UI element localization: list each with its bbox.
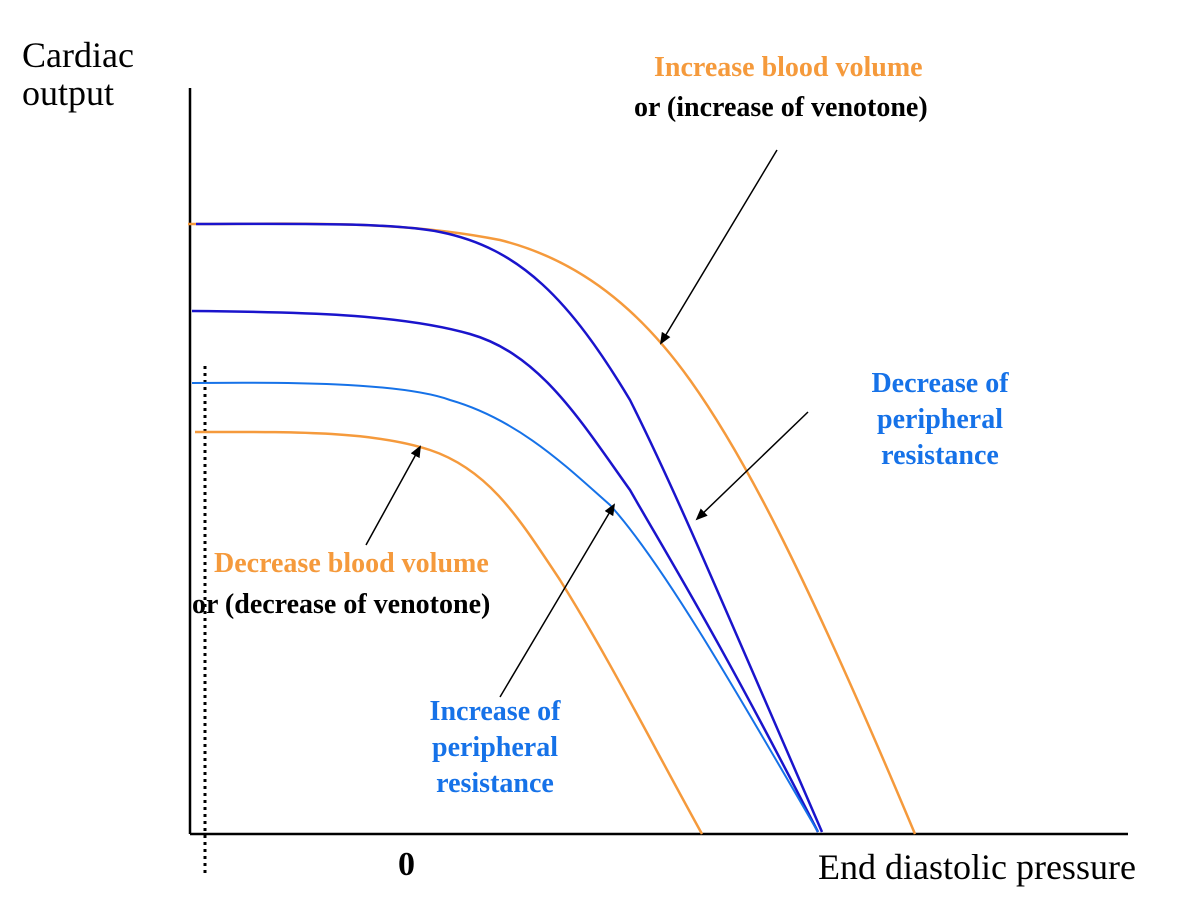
y-axis-title-line2: output: [22, 73, 115, 113]
label-decrease-peripheral-resistance-line1: Decrease of: [871, 368, 1009, 399]
label-increase-peripheral-resistance: Increase of peripheral resistance: [395, 694, 595, 802]
label-increase-blood-volume: Increase blood volume: [654, 52, 923, 83]
label-increase-venotone: or (increase of venotone): [634, 92, 928, 123]
curve-decreased-blood-volume: [194, 430, 704, 835]
label-decrease-peripheral-resistance-line2: peripheral: [877, 404, 1003, 435]
x-axis-title: End diastolic pressure: [818, 847, 1136, 887]
arrow-increase-peripheral-resistance: [499, 503, 616, 698]
curve-baseline: [191, 309, 820, 833]
arrow-decrease-blood-volume: [365, 445, 421, 546]
label-increase-peripheral-resistance-line2: peripheral: [432, 732, 558, 763]
label-decrease-venotone: or (decrease of venotone): [192, 589, 491, 620]
x-zero-tick-label: 0: [398, 846, 415, 883]
y-axis-title-line1: Cardiac: [22, 35, 134, 75]
label-decrease-blood-volume: Decrease blood volume: [214, 548, 489, 579]
label-increase-peripheral-resistance-line3: resistance: [436, 768, 554, 799]
arrow-increase-blood-volume: [659, 149, 778, 345]
y-axis-title: Cardiac output: [22, 36, 134, 112]
curve-increased-peripheral-resistance: [191, 381, 819, 833]
label-increase-peripheral-resistance-line1: Increase of: [429, 696, 561, 727]
label-decrease-peripheral-resistance-line3: resistance: [881, 440, 999, 471]
label-decrease-peripheral-resistance: Decrease of peripheral resistance: [840, 366, 1040, 474]
arrow-decrease-peripheral-resistance: [695, 411, 809, 521]
curve-decreased-peripheral-resistance: [195, 222, 824, 833]
